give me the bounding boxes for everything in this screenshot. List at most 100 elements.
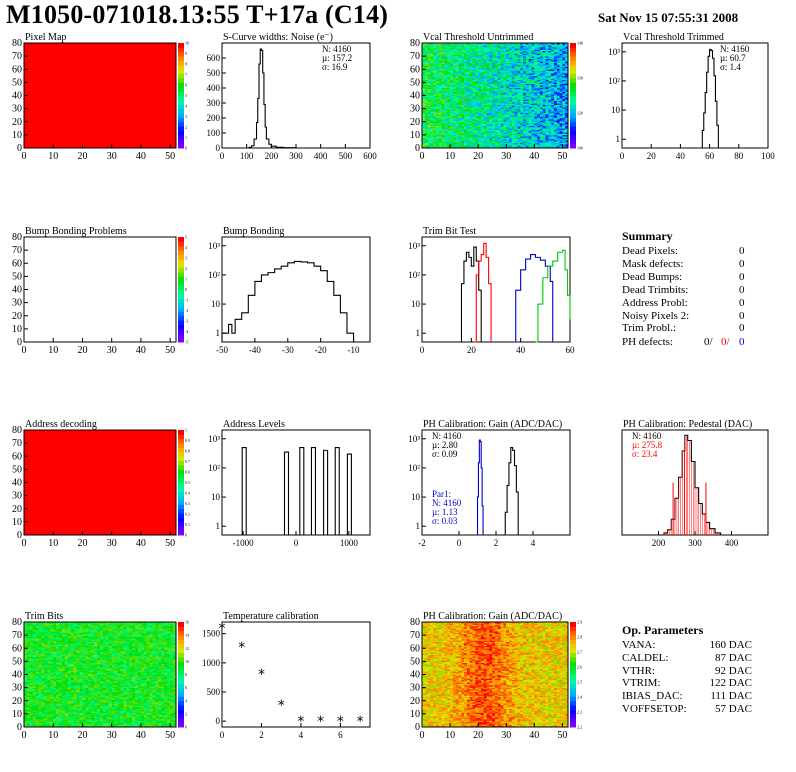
palette-tick-label: -2 [185, 308, 188, 313]
palette-cell [178, 130, 184, 136]
palette-cell [178, 508, 184, 514]
palette-cell [570, 630, 576, 636]
y-tick-label: 10 [411, 492, 421, 502]
palette-tick-label: 2.5 [577, 680, 582, 685]
x-tick-label: 40 [529, 151, 539, 162]
palette-cell [178, 272, 184, 277]
stats-text: µ: 157.2 [322, 53, 352, 63]
palette-cell [178, 705, 184, 710]
y-tick-label: 80 [12, 38, 22, 49]
palette-tick-label: 2 [185, 125, 187, 130]
palette-cell [178, 285, 184, 290]
chart-ph-gain-map: PH Calibration: Gain (ADC/DAC) 2.2 2.3 2.4 2… [421, 611, 582, 730]
y-tick-label: 10³ [208, 241, 220, 251]
palette-cell [570, 648, 576, 654]
x-tick-label: 20 [467, 345, 477, 355]
palette-cell [178, 307, 184, 312]
palette-cell [570, 657, 576, 662]
palette-tick-label: 12 [185, 646, 189, 651]
palette-cell [178, 622, 184, 627]
op-param-value: 57 DAC [715, 703, 752, 715]
x-tick-label: 50 [557, 151, 567, 162]
chart-title: Vcal Threshold Untrimmed [423, 32, 533, 43]
y-tick-label: 10³ [408, 241, 420, 251]
x-tick-label: 60 [566, 345, 576, 355]
palette-cell [178, 302, 184, 308]
stats-text: σ: 0.09 [432, 449, 458, 459]
scatter-point: * [278, 698, 285, 714]
x-tick-label: 30 [501, 730, 511, 741]
y-tick-label: 20 [410, 696, 420, 707]
palette-cell [570, 678, 576, 684]
chart-title: Bump Bonding [223, 226, 284, 237]
palette-cell [570, 99, 576, 105]
palette-cell [178, 451, 184, 457]
y-tick-label: 80 [410, 617, 420, 628]
x-tick-label: 0 [457, 538, 462, 548]
palette-cell [570, 117, 576, 123]
palette-cell [178, 683, 184, 689]
palette-cell [570, 69, 576, 75]
histogram-series [246, 48, 297, 149]
x-tick-label: 0 [22, 730, 27, 741]
peak [241, 447, 247, 535]
palette-cell [178, 134, 184, 140]
x-tick-label: 30 [107, 730, 117, 741]
palette-tick-label: 10 [185, 41, 189, 46]
y-tick-label: 100 [207, 128, 221, 138]
summary-row-value: 0 [739, 309, 745, 322]
summary-row-label: Mask defects: [622, 257, 684, 270]
palette-cell [178, 482, 184, 488]
palette-tick-label: 0.2 [185, 512, 190, 517]
y-tick-label: 1 [416, 328, 421, 338]
palette-cell [178, 674, 184, 680]
palette-cell [178, 696, 184, 702]
y-tick-label: 0 [17, 722, 22, 733]
histogram-series [513, 254, 554, 343]
palette-cell [178, 245, 184, 251]
scatter-point: * [219, 621, 226, 637]
palette-tick-label: 4 [185, 104, 187, 109]
x-tick-label: 20 [77, 151, 87, 162]
y-tick-label: 70 [410, 51, 420, 62]
peak [283, 451, 290, 535]
x-tick-label: 30 [107, 538, 117, 549]
palette-cell [178, 678, 184, 684]
y-tick-label: 20 [12, 117, 22, 128]
chart-title: Address decoding [25, 419, 97, 430]
y-tick-label: 10 [211, 492, 221, 502]
palette-tick-label: 4 [185, 245, 187, 250]
y-tick-label: 80 [12, 232, 22, 243]
x-tick-label: 0 [220, 730, 225, 740]
palette-cell [178, 91, 184, 96]
palette-tick-label: 0 [185, 287, 187, 292]
palette-cell [178, 315, 184, 321]
y-tick-label: 80 [12, 617, 22, 628]
palette-cell [178, 478, 184, 483]
timestamp: Sat Nov 15 07:55:31 2008 [598, 10, 739, 25]
summary-ph-value-red: 0/ [721, 336, 730, 348]
x-tick-label: 10 [48, 730, 58, 741]
x-tick-label: 40 [136, 345, 146, 356]
op-param-label: VTRIM: [622, 677, 661, 690]
palette-tick-label: 1 [185, 277, 187, 282]
stats-text: µ: 2.80 [432, 440, 458, 450]
x-tick-label: 400 [725, 538, 739, 548]
palette-cell [178, 469, 184, 475]
palette-tick-label: 0 [185, 725, 187, 730]
x-tick-label: 20 [77, 730, 87, 741]
palette-cell [178, 108, 184, 114]
stats-text: Par1: [432, 489, 451, 499]
x-tick-label: 40 [136, 151, 146, 162]
y-tick-label: 30 [12, 104, 22, 115]
summary-row-value: 0 [739, 283, 745, 296]
palette-cell [178, 95, 184, 101]
palette-cell [178, 495, 184, 501]
palette-cell [178, 434, 184, 440]
palette-cell [178, 60, 184, 66]
palette-cell [178, 51, 184, 57]
palette-cell [178, 500, 184, 505]
stats-text: σ: 1.4 [720, 62, 741, 72]
palette-cell [570, 108, 576, 114]
